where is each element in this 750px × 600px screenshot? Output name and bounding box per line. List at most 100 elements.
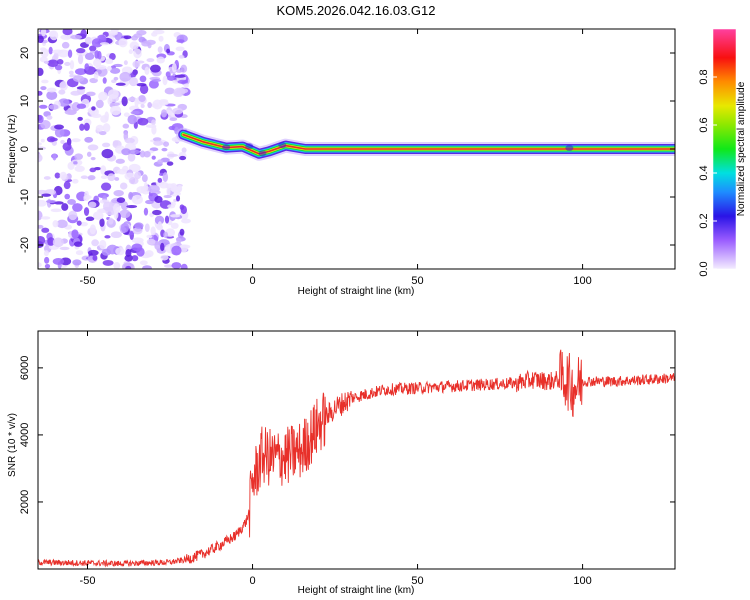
- noise-speck: [175, 46, 185, 52]
- noise-speck: [166, 48, 171, 54]
- noise-speck: [162, 75, 168, 86]
- noise-speck: [144, 250, 154, 258]
- noise-speck: [100, 182, 112, 191]
- noise-speck: [126, 204, 138, 209]
- noise-speck: [74, 165, 85, 172]
- snr-series-line: [38, 349, 675, 568]
- noise-speck: [109, 102, 121, 106]
- noise-speck: [136, 82, 147, 87]
- noise-speck: [84, 36, 92, 45]
- noise-speck: [44, 264, 51, 269]
- noise-speck: [160, 254, 169, 261]
- noise-speck: [91, 239, 100, 247]
- track-blob: [278, 142, 287, 149]
- noise-speck: [77, 54, 84, 65]
- noise-speck: [154, 195, 163, 204]
- noise-speck: [170, 222, 179, 229]
- noise-speck: [59, 82, 67, 89]
- noise-speck: [149, 147, 159, 152]
- noise-speck: [64, 109, 77, 115]
- spectrogram-ytick-label: -20: [19, 237, 31, 253]
- noise-speck: [175, 195, 181, 202]
- noise-speck: [99, 239, 107, 250]
- noise-speck: [124, 137, 135, 144]
- noise-speck: [75, 48, 86, 54]
- noise-speck: [115, 82, 126, 86]
- noise-speck: [56, 219, 68, 229]
- noise-speck: [121, 148, 131, 156]
- noise-speck: [58, 98, 70, 107]
- noise-speck: [166, 153, 179, 158]
- colorbar-tick-label: 0.6: [698, 117, 710, 132]
- spectrogram-ytick-label: 10: [19, 95, 31, 107]
- track-blob: [245, 143, 254, 150]
- noise-speck: [87, 249, 99, 256]
- noise-speck: [140, 104, 145, 108]
- noise-speck: [137, 117, 149, 126]
- noise-speck: [43, 176, 51, 180]
- noise-speck: [163, 264, 174, 268]
- noise-speck: [130, 110, 140, 115]
- noise-speck: [151, 119, 156, 126]
- noise-speck: [121, 96, 128, 107]
- noise-speck: [179, 228, 185, 236]
- noise-speck: [152, 137, 162, 142]
- snr-ylabel: SNR (10 * v/v): [7, 413, 18, 477]
- spectrogram-heatmap: [38, 29, 675, 269]
- noise-speck: [157, 221, 163, 230]
- noise-speck: [72, 259, 82, 266]
- noise-speck: [47, 237, 55, 246]
- noise-speck: [84, 52, 95, 61]
- noise-speck: [98, 91, 108, 101]
- noise-speck: [146, 238, 156, 245]
- noise-speck: [151, 31, 158, 37]
- track-blob: [258, 150, 267, 157]
- noise-speck: [41, 193, 52, 197]
- noise-speck: [138, 95, 146, 102]
- noise-speck: [120, 222, 130, 233]
- noise-speck: [109, 67, 121, 74]
- noise-speck: [48, 46, 53, 55]
- snr-xtick-label: 0: [249, 575, 255, 587]
- noise-speck: [68, 70, 74, 75]
- noise-speck: [61, 203, 69, 211]
- noise-speck: [40, 138, 45, 143]
- colorbar-tick-label: 0.4: [698, 165, 710, 180]
- noise-speck: [62, 142, 72, 151]
- spectrogram-xtick-label: 50: [411, 275, 423, 287]
- noise-speck: [85, 216, 95, 221]
- noise-speck: [151, 78, 161, 83]
- noise-speck: [176, 88, 189, 94]
- noise-speck: [145, 124, 157, 128]
- noise-speck: [167, 204, 176, 209]
- snr-frame: [37, 330, 676, 570]
- noise-speck: [46, 87, 57, 93]
- noise-speck: [101, 148, 114, 159]
- noise-speck: [91, 113, 102, 119]
- noise-speck: [115, 247, 125, 256]
- noise-speck: [131, 194, 143, 205]
- noise-speck: [123, 60, 128, 66]
- noise-speck: [116, 197, 126, 203]
- noise-speck: [95, 99, 104, 109]
- noise-speck: [134, 171, 142, 180]
- noise-speck: [46, 115, 53, 120]
- noise-speck: [72, 203, 83, 212]
- snr-xtick-label: 50: [411, 575, 423, 587]
- noise-speck: [128, 149, 141, 155]
- noise-speck: [166, 186, 171, 197]
- colorbar: 0.0 0.2 0.4 0.6 0.8 Normalized spectral ampl…: [698, 28, 747, 277]
- noise-speck: [163, 194, 172, 199]
- noise-speck: [92, 254, 98, 261]
- noise-speck: [111, 199, 119, 204]
- noise-speck: [107, 173, 116, 182]
- noise-speck: [170, 214, 181, 218]
- noise-speck: [169, 117, 178, 122]
- noise-speck: [139, 150, 146, 158]
- noise-speck: [106, 244, 119, 255]
- noise-speck: [125, 265, 132, 269]
- noise-speck: [38, 142, 42, 146]
- noise-speck: [165, 71, 171, 78]
- colorbar-label: Normalized spectral amplitude: [736, 81, 747, 216]
- noise-speck: [47, 59, 59, 68]
